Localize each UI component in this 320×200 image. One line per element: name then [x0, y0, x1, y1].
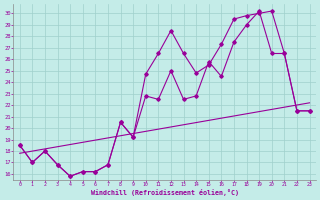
X-axis label: Windchill (Refroidissement éolien,°C): Windchill (Refroidissement éolien,°C) [91, 189, 239, 196]
